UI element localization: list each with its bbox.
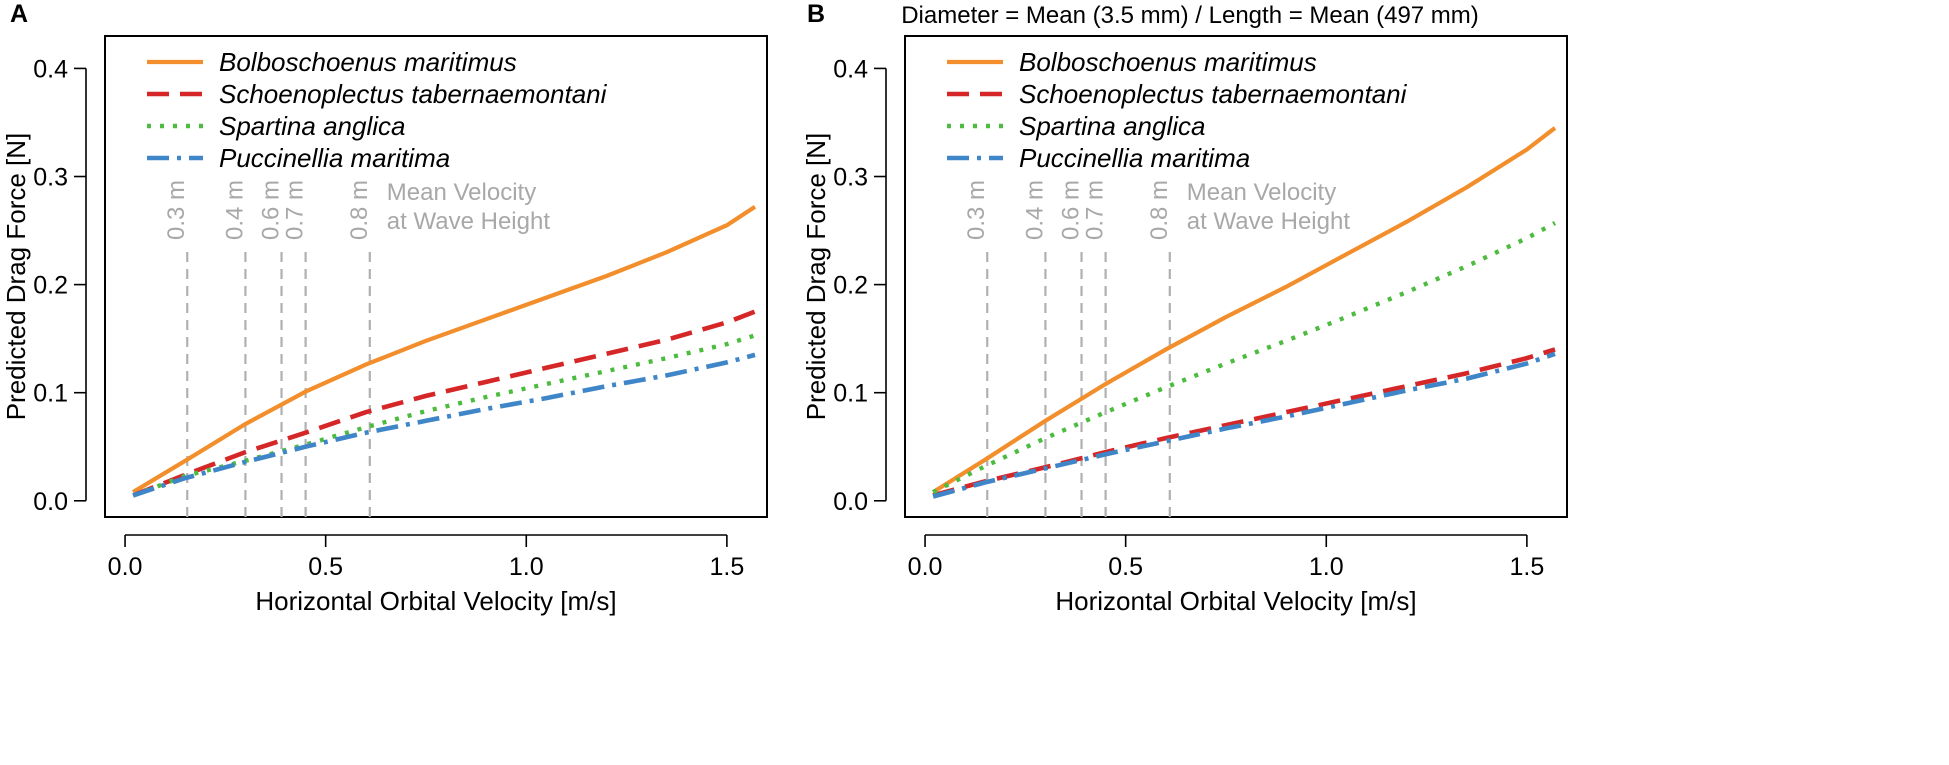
- y-tick-label: 0.2: [833, 272, 868, 300]
- legend-label: Bolboschoenus maritimus: [1019, 47, 1317, 77]
- x-tick-label: 0.0: [108, 553, 143, 581]
- panel-letter: A: [10, 0, 28, 28]
- x-axis-title: Horizontal Orbital Velocity [m/s]: [1055, 586, 1416, 616]
- y-tick-label: 0.1: [833, 380, 868, 408]
- legend-label: Schoenoplectus tabernaemontani: [219, 79, 608, 109]
- y-tick-label: 0.1: [33, 380, 68, 408]
- reference-title-line2: at Wave Height: [387, 208, 551, 235]
- plot-frame: [904, 35, 1568, 518]
- series-line-dotted: [132, 333, 756, 498]
- series-line-solid: [931, 126, 1557, 494]
- wave-height-label: 0.7 m: [1082, 180, 1109, 240]
- y-axis-title: Predicted Drag Force [N]: [801, 133, 831, 421]
- x-tick-label: 1.5: [709, 553, 744, 581]
- legend-label: Schoenoplectus tabernaemontani: [1019, 79, 1408, 109]
- wave-height-label: 0.7 m: [282, 180, 309, 240]
- panel-letter: B: [807, 0, 825, 28]
- reference-title-line1: Mean Velocity: [387, 179, 536, 206]
- x-tick-label: 0.0: [908, 553, 943, 581]
- x-tick-label: 0.5: [1108, 553, 1143, 581]
- wave-height-label: 0.3 m: [963, 180, 990, 240]
- wave-height-label: 0.4 m: [221, 180, 248, 240]
- legend-label: Spartina anglica: [1019, 111, 1205, 141]
- wave-height-label: 0.4 m: [1021, 180, 1048, 240]
- series-line-dashed: [132, 309, 756, 498]
- x-tick-label: 1.0: [509, 553, 544, 581]
- wave-height-label: 0.6 m: [1058, 180, 1085, 240]
- y-tick-label: 0.2: [33, 272, 68, 300]
- panel-b: B Diameter = Mean (3.5 mm) / Length = Mea…: [801, 0, 1568, 616]
- y-tick-label: 0.4: [833, 55, 868, 83]
- x-tick-label: 0.5: [308, 553, 343, 581]
- series-line-dashdot: [132, 352, 756, 498]
- series-line-solid: [132, 205, 757, 494]
- y-axis-title: Predicted Drag Force [N]: [1, 133, 31, 421]
- y-tick-label: 0.3: [33, 164, 68, 192]
- reference-title-line2: at Wave Height: [1187, 208, 1351, 235]
- wave-height-label: 0.6 m: [258, 180, 285, 240]
- legend-label: Spartina anglica: [219, 111, 405, 141]
- reference-title-line1: Mean Velocity: [1187, 179, 1336, 206]
- y-tick-label: 0.3: [833, 164, 868, 192]
- x-axis-title: Horizontal Orbital Velocity [m/s]: [255, 586, 616, 616]
- panel-a: A 0.0 0.5 1.0 1.5 Horizontal Orbital Velocity…: [1, 0, 768, 616]
- x-tick-label: 1.0: [1309, 553, 1344, 581]
- panel-subtitle: Diameter = Mean (3.5 mm) / Length = Mean…: [901, 2, 1479, 29]
- y-tick-label: 0.4: [33, 55, 68, 83]
- plot-frame: [104, 35, 768, 518]
- legend-label: Puccinellia maritima: [1019, 143, 1250, 173]
- wave-height-label: 0.3 m: [163, 180, 190, 240]
- series-line-dashdot: [932, 351, 1556, 499]
- y-tick-label: 0.0: [33, 488, 68, 516]
- wave-height-label: 0.8 m: [1146, 180, 1173, 240]
- series-line-dotted: [932, 221, 1557, 495]
- x-tick-label: 1.5: [1509, 553, 1544, 581]
- legend-label: Puccinellia maritima: [219, 143, 450, 173]
- wave-height-label: 0.8 m: [346, 180, 373, 240]
- legend-label: Bolboschoenus maritimus: [219, 47, 517, 77]
- y-tick-label: 0.0: [833, 488, 868, 516]
